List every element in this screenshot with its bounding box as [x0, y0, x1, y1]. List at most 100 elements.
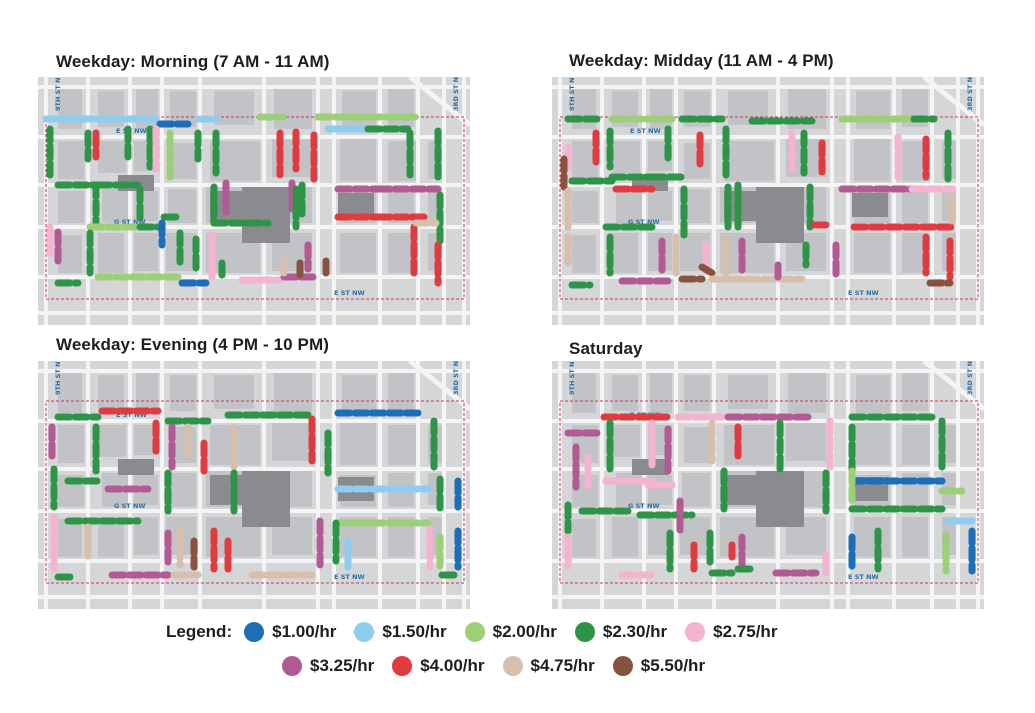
- building: [136, 89, 158, 129]
- building: [102, 189, 128, 223]
- road-vertical: [846, 361, 850, 609]
- road-vertical: [930, 361, 934, 609]
- road-vertical: [600, 361, 604, 609]
- road-diagonal: [408, 77, 470, 127]
- building: [274, 89, 312, 129]
- road-vertical: [128, 77, 132, 325]
- street-label-top: E ST NW: [116, 411, 147, 419]
- road-horizontal: [38, 135, 470, 139]
- building: [214, 375, 254, 409]
- building: [684, 375, 710, 411]
- building: [340, 233, 376, 273]
- road-vertical: [642, 361, 646, 609]
- road-vertical: [674, 77, 678, 325]
- building: [58, 235, 82, 273]
- landmark-building: [756, 471, 804, 527]
- road-horizontal: [38, 419, 470, 423]
- building: [388, 233, 414, 273]
- building: [724, 141, 774, 181]
- legend-item-r550: $5.50/hr: [612, 656, 705, 676]
- legend-swatch: [574, 622, 595, 642]
- road-vertical: [442, 77, 446, 325]
- building: [98, 233, 124, 273]
- building: [786, 423, 826, 461]
- street-label-right: 3RD ST NW: [452, 361, 460, 395]
- landmark-building: [242, 471, 290, 527]
- road-vertical: [86, 77, 90, 325]
- legend-label: $2.75/hr: [713, 622, 778, 641]
- road-vertical: [956, 361, 960, 609]
- road-vertical: [198, 77, 202, 325]
- map-midday: E ST NW G ST NW E ST NW 9TH ST NW 3RD ST NW: [552, 77, 984, 325]
- road-horizontal: [38, 595, 470, 599]
- street-label-top: E ST NW: [630, 127, 661, 135]
- legend-swatch: [244, 622, 265, 642]
- building: [902, 517, 928, 557]
- building: [650, 89, 672, 129]
- panel-title-midday: Weekday: Midday (11 AM - 4 PM): [569, 51, 834, 70]
- road-vertical: [930, 77, 934, 325]
- building: [648, 191, 672, 221]
- street-label-mid: G ST NW: [114, 218, 146, 226]
- landmark-building: [852, 193, 888, 217]
- building: [612, 425, 640, 457]
- legend-swatch: [464, 622, 485, 642]
- road-vertical: [378, 77, 382, 325]
- street-label-left: 9TH ST NW: [54, 361, 62, 395]
- building: [214, 91, 254, 125]
- building: [340, 139, 376, 181]
- legend-label: $1.50/hr: [382, 622, 447, 641]
- road-vertical: [674, 361, 678, 609]
- building: [136, 373, 158, 413]
- road-horizontal: [552, 369, 984, 373]
- road-horizontal: [552, 311, 984, 315]
- legend-label: $4.00/hr: [420, 656, 485, 675]
- road-horizontal: [552, 135, 984, 139]
- legend-label: $2.00/hr: [492, 622, 557, 641]
- legend-label: $3.25/hr: [310, 656, 375, 675]
- road-diagonal: [408, 361, 470, 411]
- building: [572, 235, 596, 273]
- landmark-building: [756, 187, 804, 243]
- road-horizontal: [38, 559, 470, 563]
- road-vertical: [160, 361, 164, 609]
- legend-label: $4.75/hr: [530, 656, 595, 675]
- street-label-mid: G ST NW: [628, 218, 660, 226]
- road-diagonal: [922, 361, 984, 411]
- building: [572, 519, 596, 557]
- legend-label: $2.30/hr: [602, 622, 668, 641]
- building: [58, 519, 82, 557]
- legend-swatch: [282, 656, 302, 676]
- legend-swatch: [354, 622, 375, 642]
- road-vertical: [600, 77, 604, 325]
- building: [98, 375, 124, 411]
- panel-title-saturday: Saturday: [569, 339, 643, 358]
- legend-swatch: [685, 622, 706, 642]
- building: [612, 233, 638, 273]
- road-vertical: [332, 361, 336, 609]
- road-diagonal: [922, 77, 984, 127]
- road-horizontal: [38, 85, 470, 89]
- legend-item-r200: $2.00/hr: [464, 622, 557, 642]
- building: [856, 375, 890, 413]
- building: [170, 143, 196, 179]
- landmark-building: [242, 187, 290, 243]
- building: [342, 375, 376, 413]
- legend-item-r400: $4.00/hr: [392, 656, 485, 676]
- road-horizontal: [38, 183, 470, 187]
- road-vertical: [892, 361, 896, 609]
- building: [682, 473, 710, 507]
- parking-segments: [42, 113, 444, 287]
- legend-label: $1.00/hr: [272, 622, 337, 641]
- parking-segments: [564, 413, 976, 579]
- road-vertical: [316, 77, 320, 325]
- street-label-bottom: E ST NW: [334, 573, 365, 581]
- building: [612, 375, 638, 411]
- road-horizontal: [552, 467, 984, 471]
- building: [58, 425, 84, 463]
- road-vertical: [378, 361, 382, 609]
- building: [342, 91, 376, 129]
